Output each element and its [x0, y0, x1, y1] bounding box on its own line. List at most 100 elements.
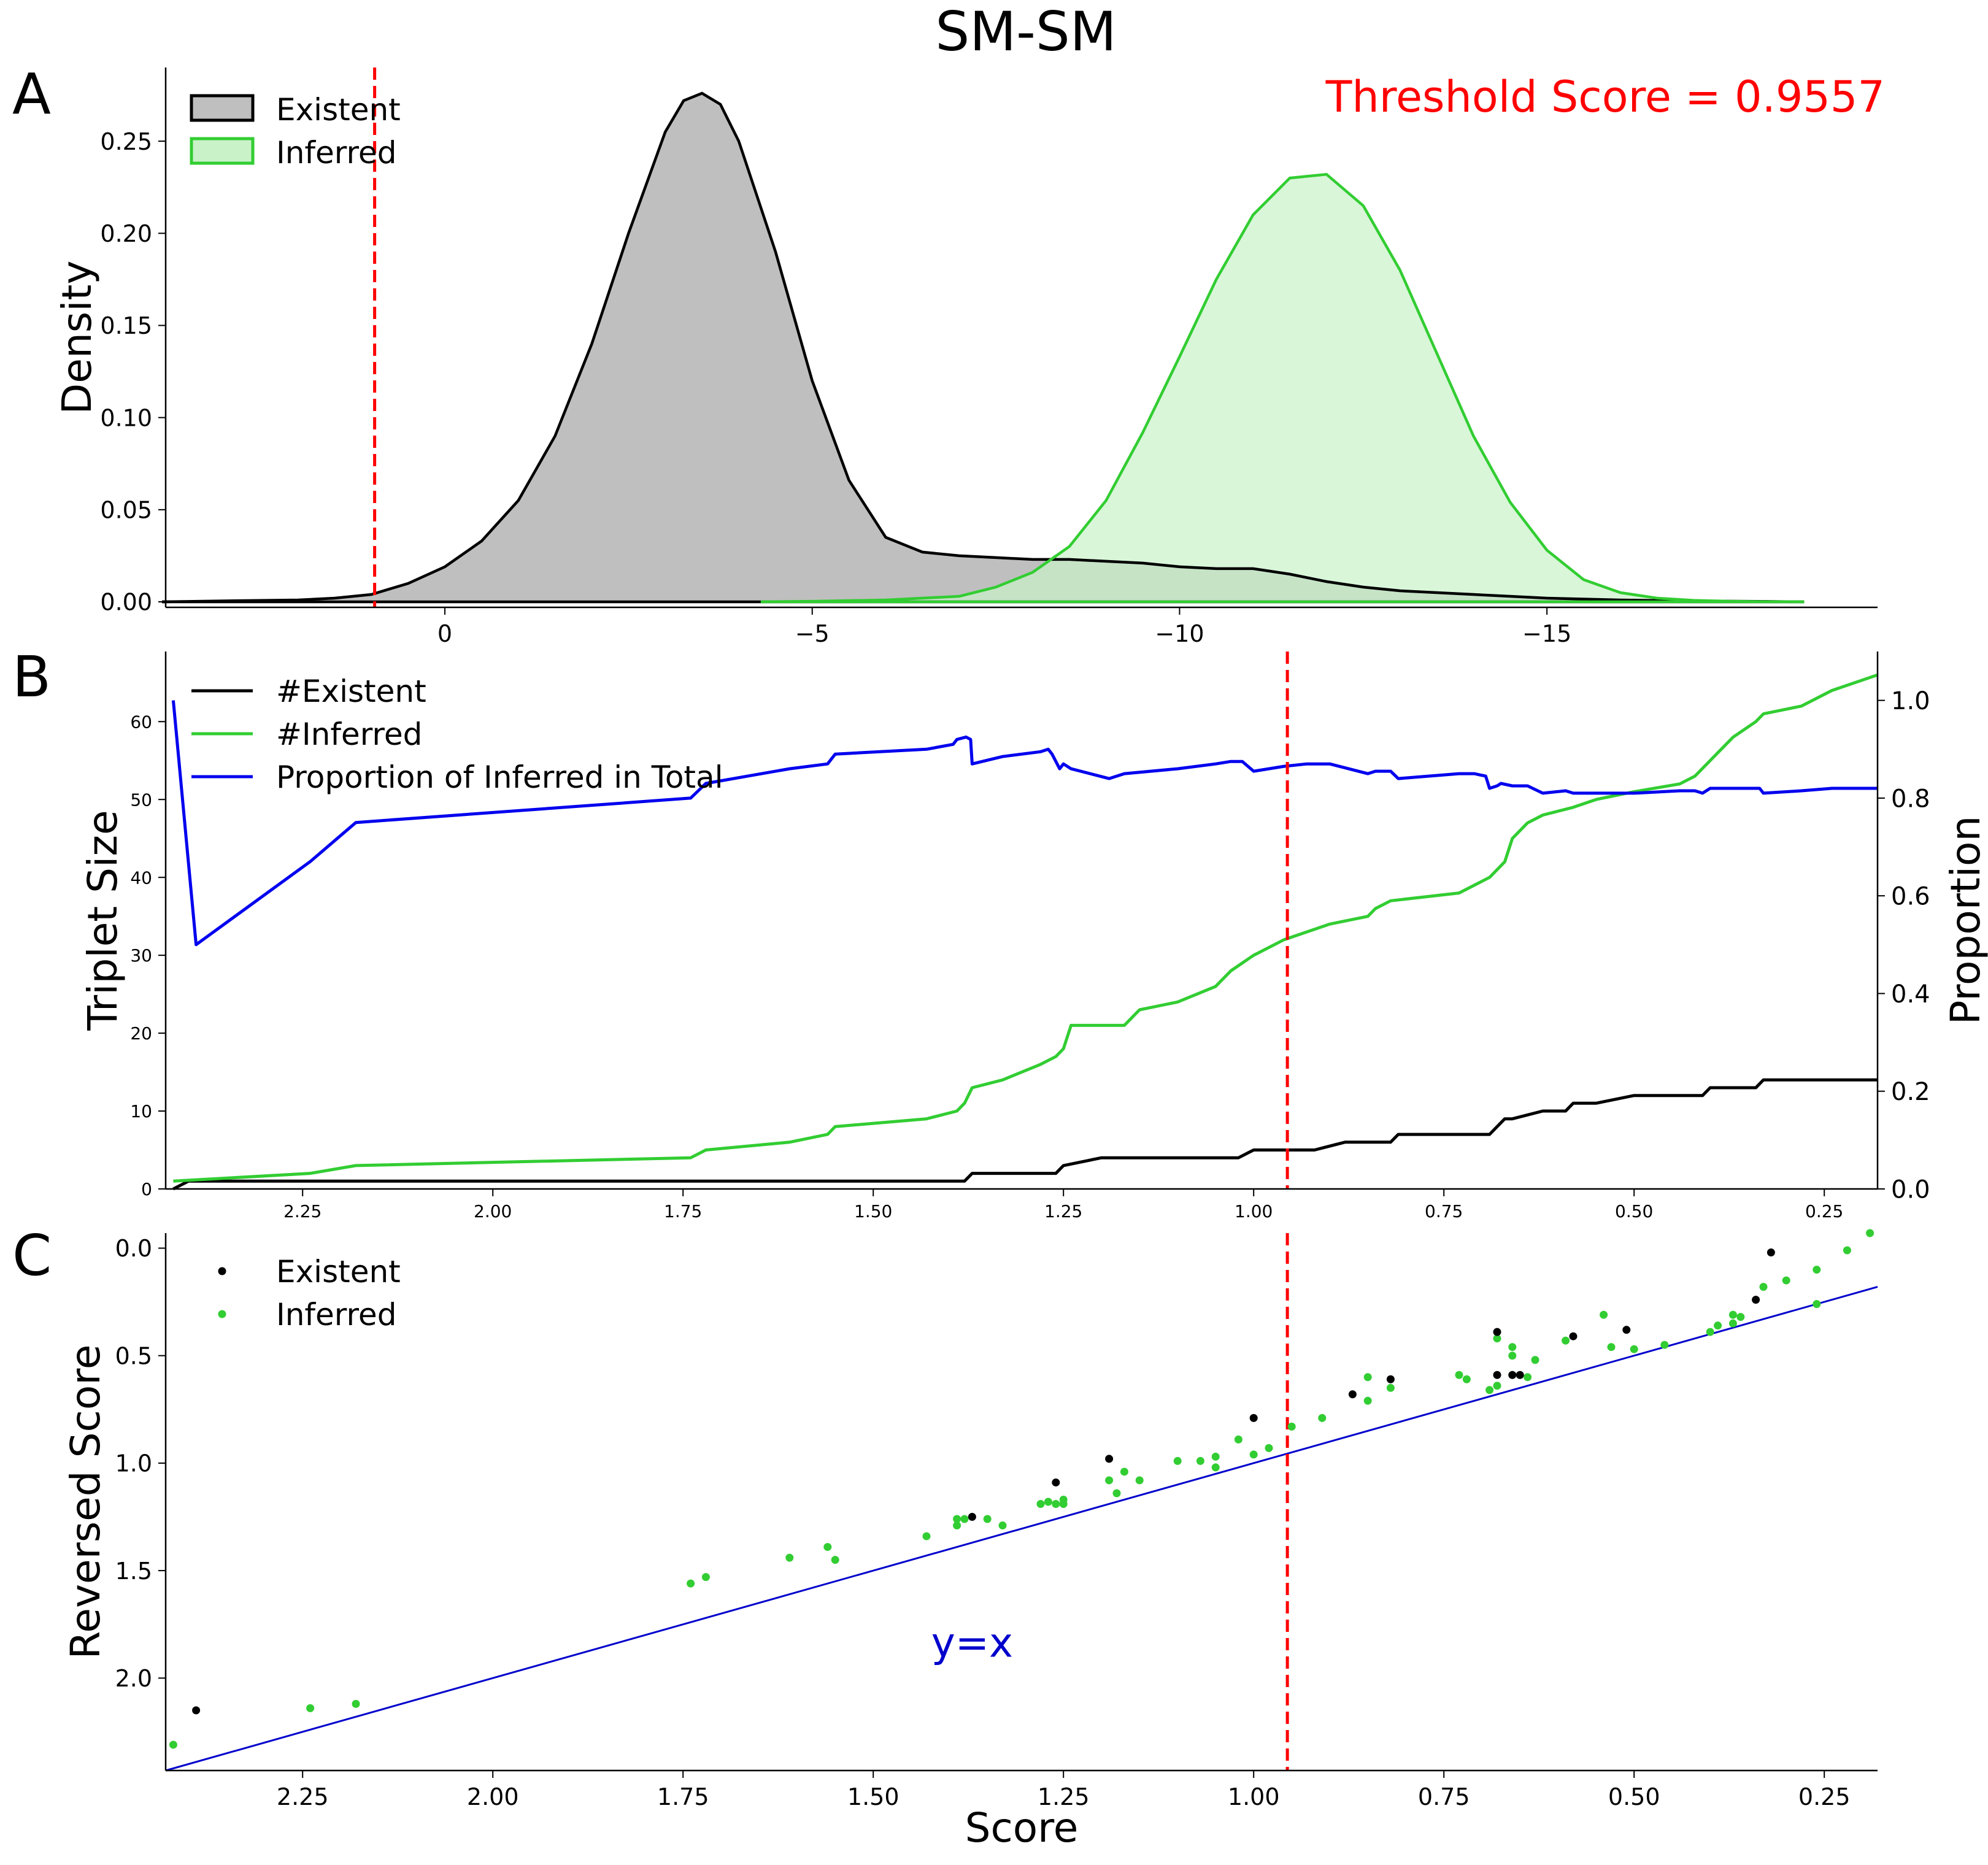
y2-tick-label: 0.0	[1891, 1175, 1930, 1204]
y-tick-label: 0.25	[100, 128, 152, 155]
x-tick-label: 1.00	[1235, 1201, 1273, 1221]
existent-point	[1508, 1371, 1517, 1379]
y-tick-label: 0.00	[100, 589, 152, 616]
existent-point	[1386, 1375, 1395, 1383]
inferred-point	[1363, 1396, 1372, 1405]
inferred-point	[1630, 1345, 1638, 1353]
inferred-point	[1234, 1435, 1242, 1444]
x-tick-label: 0.75	[1418, 1783, 1470, 1810]
x-tick-label: 2.25	[277, 1783, 329, 1810]
x-tick-label: 1.75	[657, 1783, 709, 1810]
inferred-point	[1036, 1500, 1045, 1509]
x-tick-label: 2.00	[474, 1201, 512, 1221]
y-tick-label: 0	[141, 1179, 152, 1199]
inferred-point	[1759, 1283, 1768, 1291]
y-tick-label: 10	[130, 1101, 152, 1121]
legend-label: Existent	[276, 92, 401, 128]
identity-line	[165, 1286, 1878, 1772]
inferred-point	[823, 1543, 832, 1552]
inferred-point	[953, 1515, 961, 1523]
inferred-point	[1660, 1340, 1669, 1349]
x-tick-label: 1.00	[1228, 1783, 1280, 1810]
inferred-point	[1265, 1444, 1273, 1452]
inferred-point	[1105, 1476, 1114, 1485]
existent-point	[1249, 1413, 1258, 1422]
legend-label: Inferred	[276, 1297, 396, 1332]
y-axis-label: Reversed Score	[62, 1344, 109, 1659]
x-tick-label: 1.50	[854, 1201, 892, 1221]
inferred-point	[1135, 1476, 1144, 1485]
panel-c-reversed-score: 2.25 2.00 1.75 1.50 1.25 1.00 0.75 0.50 0.25 0.0 0…	[12, 1223, 1878, 1852]
inferred-point	[1211, 1463, 1220, 1472]
x-tick-label: 1.25	[1044, 1201, 1082, 1221]
x-tick-label: 0.75	[1425, 1201, 1463, 1221]
legend-marker-existent-point	[218, 1267, 226, 1275]
threshold-annotation: Threshold Score = 0.9557	[1325, 72, 1885, 122]
inferred-point	[1287, 1422, 1296, 1431]
legend-label: #Existent	[276, 674, 426, 709]
inferred-point	[1455, 1371, 1463, 1379]
legend-label: Inferred	[276, 135, 396, 171]
inferred-point	[1112, 1489, 1121, 1498]
existent-count-line	[172, 1078, 1878, 1191]
inferred-point	[1211, 1452, 1220, 1461]
inferred-point	[306, 1704, 315, 1712]
inferred-point	[701, 1573, 710, 1582]
y-tick-label: 0.10	[100, 404, 152, 431]
y-tick-label: 1.5	[115, 1558, 152, 1585]
inferred-point	[1462, 1375, 1471, 1383]
inferred-point	[687, 1579, 695, 1588]
legend-marker-inferred-point	[218, 1310, 226, 1318]
x-tick-label: 1.50	[847, 1783, 900, 1810]
x-tick-label: −10	[1155, 620, 1204, 647]
x-tick-label: 0.50	[1615, 1201, 1653, 1221]
x-tick-label: 1.75	[664, 1201, 702, 1221]
existent-point	[1766, 1248, 1775, 1257]
existent-point	[968, 1513, 976, 1521]
x-tick-label: 2.00	[467, 1783, 519, 1810]
y-tick-label: 2.0	[115, 1665, 152, 1692]
y-tick-label: 0.05	[100, 496, 152, 523]
figure-title: SM-SM	[935, 0, 1116, 63]
inferred-point	[1736, 1313, 1745, 1321]
x-tick-label: 1.25	[1038, 1783, 1090, 1810]
y-tick-label: 40	[130, 867, 152, 888]
inferred-point	[1813, 1300, 1821, 1309]
inferred-density-curve	[760, 172, 1805, 604]
x-axis-label: Score	[965, 1804, 1079, 1852]
existent-point	[1493, 1328, 1501, 1336]
x-tick-label: 0	[437, 620, 452, 647]
inferred-point	[169, 1740, 177, 1749]
inferred-point	[1600, 1310, 1608, 1319]
inferred-point	[1813, 1266, 1821, 1274]
inferred-point	[1173, 1456, 1182, 1465]
inferred-point	[960, 1515, 969, 1523]
legend-label: Proportion of Inferred in Total	[276, 759, 723, 795]
y-axis-label: Triplet Size	[79, 810, 126, 1031]
x-tick-label: 0.25	[1798, 1783, 1851, 1810]
inferred-point	[1196, 1456, 1204, 1465]
identity-line-label: y=x	[931, 1619, 1013, 1666]
inferred-point	[1843, 1246, 1851, 1255]
panel-label: B	[12, 644, 51, 710]
x-tick-label: 0.25	[1805, 1201, 1843, 1221]
inferred-point	[1866, 1229, 1874, 1237]
x-tick-label: −5	[795, 620, 830, 647]
y2-tick-label: 0.4	[1891, 980, 1930, 1009]
inferred-point	[785, 1553, 794, 1562]
existent-point	[1569, 1332, 1578, 1340]
y2-tick-label: 0.8	[1891, 785, 1930, 813]
existent-density-curve	[161, 91, 1805, 604]
y2-tick-label: 1.0	[1891, 687, 1930, 715]
y-tick-label: 0.20	[100, 220, 152, 247]
inferred-point	[1249, 1450, 1258, 1459]
y2-axis-label: Proportion	[1942, 816, 1988, 1025]
inferred-count-line	[173, 673, 1878, 1183]
inferred-point	[1607, 1343, 1616, 1352]
inferred-point	[998, 1521, 1007, 1530]
y-tick-label: 20	[130, 1023, 152, 1044]
inferred-point	[1059, 1500, 1068, 1509]
x-tick-label: 0.50	[1608, 1783, 1660, 1810]
inferred-point	[1386, 1383, 1395, 1392]
